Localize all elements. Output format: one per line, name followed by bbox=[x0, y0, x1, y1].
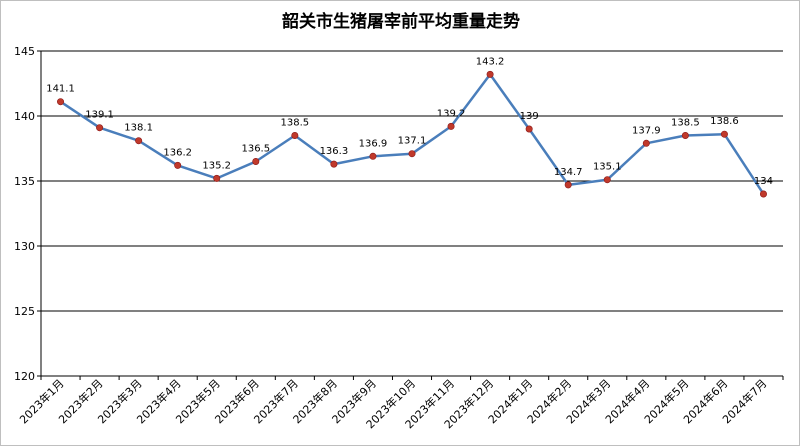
data-point-8 bbox=[369, 152, 377, 160]
data-point-6 bbox=[291, 132, 299, 140]
data-points bbox=[57, 70, 767, 198]
data-labels: 141.1 139.1 138.1 136.2 135.2 136.5 138.5 136.3… bbox=[46, 56, 773, 187]
data-label-7: 136.3 bbox=[320, 146, 349, 157]
y-tick-label-135: 135 bbox=[14, 175, 35, 188]
data-point-7 bbox=[330, 160, 338, 168]
data-point-1 bbox=[96, 124, 104, 132]
y-tick-label-140: 140 bbox=[14, 110, 35, 123]
data-point-16 bbox=[681, 132, 689, 140]
data-label-15: 137.9 bbox=[632, 125, 661, 136]
data-point-11 bbox=[486, 70, 494, 78]
data-point-15 bbox=[642, 139, 650, 147]
data-label-1: 139.1 bbox=[85, 110, 114, 121]
data-point-0 bbox=[57, 98, 65, 106]
data-point-13 bbox=[564, 181, 572, 189]
data-label-11: 143.2 bbox=[476, 56, 505, 67]
data-label-16: 138.5 bbox=[671, 118, 700, 129]
data-label-2: 138.1 bbox=[124, 123, 153, 134]
data-label-18: 134 bbox=[754, 176, 773, 187]
data-point-3 bbox=[174, 161, 182, 169]
data-label-17: 138.6 bbox=[710, 116, 739, 127]
axes bbox=[37, 50, 784, 380]
data-label-8: 136.9 bbox=[359, 138, 388, 149]
data-point-12 bbox=[525, 125, 533, 133]
data-label-5: 136.5 bbox=[241, 144, 270, 155]
x-tick-labels: 2023年1月2023年2月2023年3月2023年4月2023年5月2023年… bbox=[16, 376, 769, 431]
data-point-2 bbox=[135, 137, 143, 145]
data-label-3: 136.2 bbox=[163, 147, 192, 158]
data-point-18 bbox=[759, 190, 767, 198]
data-label-6: 138.5 bbox=[281, 118, 310, 129]
y-tick-labels: 120 125 130 135 140 145 bbox=[14, 45, 35, 383]
data-point-10 bbox=[447, 122, 455, 130]
y-tick-label-125: 125 bbox=[14, 305, 35, 318]
chart-title: 韶关市生猪屠宰前平均重量走势 bbox=[282, 12, 520, 32]
gridlines bbox=[41, 50, 783, 312]
y-tick-label-120: 120 bbox=[14, 370, 35, 383]
data-point-9 bbox=[408, 150, 416, 158]
data-point-4 bbox=[213, 174, 221, 182]
data-label-4: 135.2 bbox=[202, 160, 231, 171]
data-point-17 bbox=[720, 130, 728, 138]
data-label-9: 137.1 bbox=[398, 136, 427, 147]
data-label-13: 134.7 bbox=[554, 167, 583, 178]
data-label-10: 139.2 bbox=[437, 108, 466, 119]
data-point-5 bbox=[252, 158, 260, 166]
y-tick-label-145: 145 bbox=[14, 45, 35, 58]
data-label-14: 135.1 bbox=[593, 162, 622, 173]
data-label-12: 139 bbox=[520, 111, 539, 122]
data-label-0: 141.1 bbox=[46, 84, 75, 95]
y-tick-label-130: 130 bbox=[14, 240, 35, 253]
data-point-14 bbox=[603, 176, 611, 184]
